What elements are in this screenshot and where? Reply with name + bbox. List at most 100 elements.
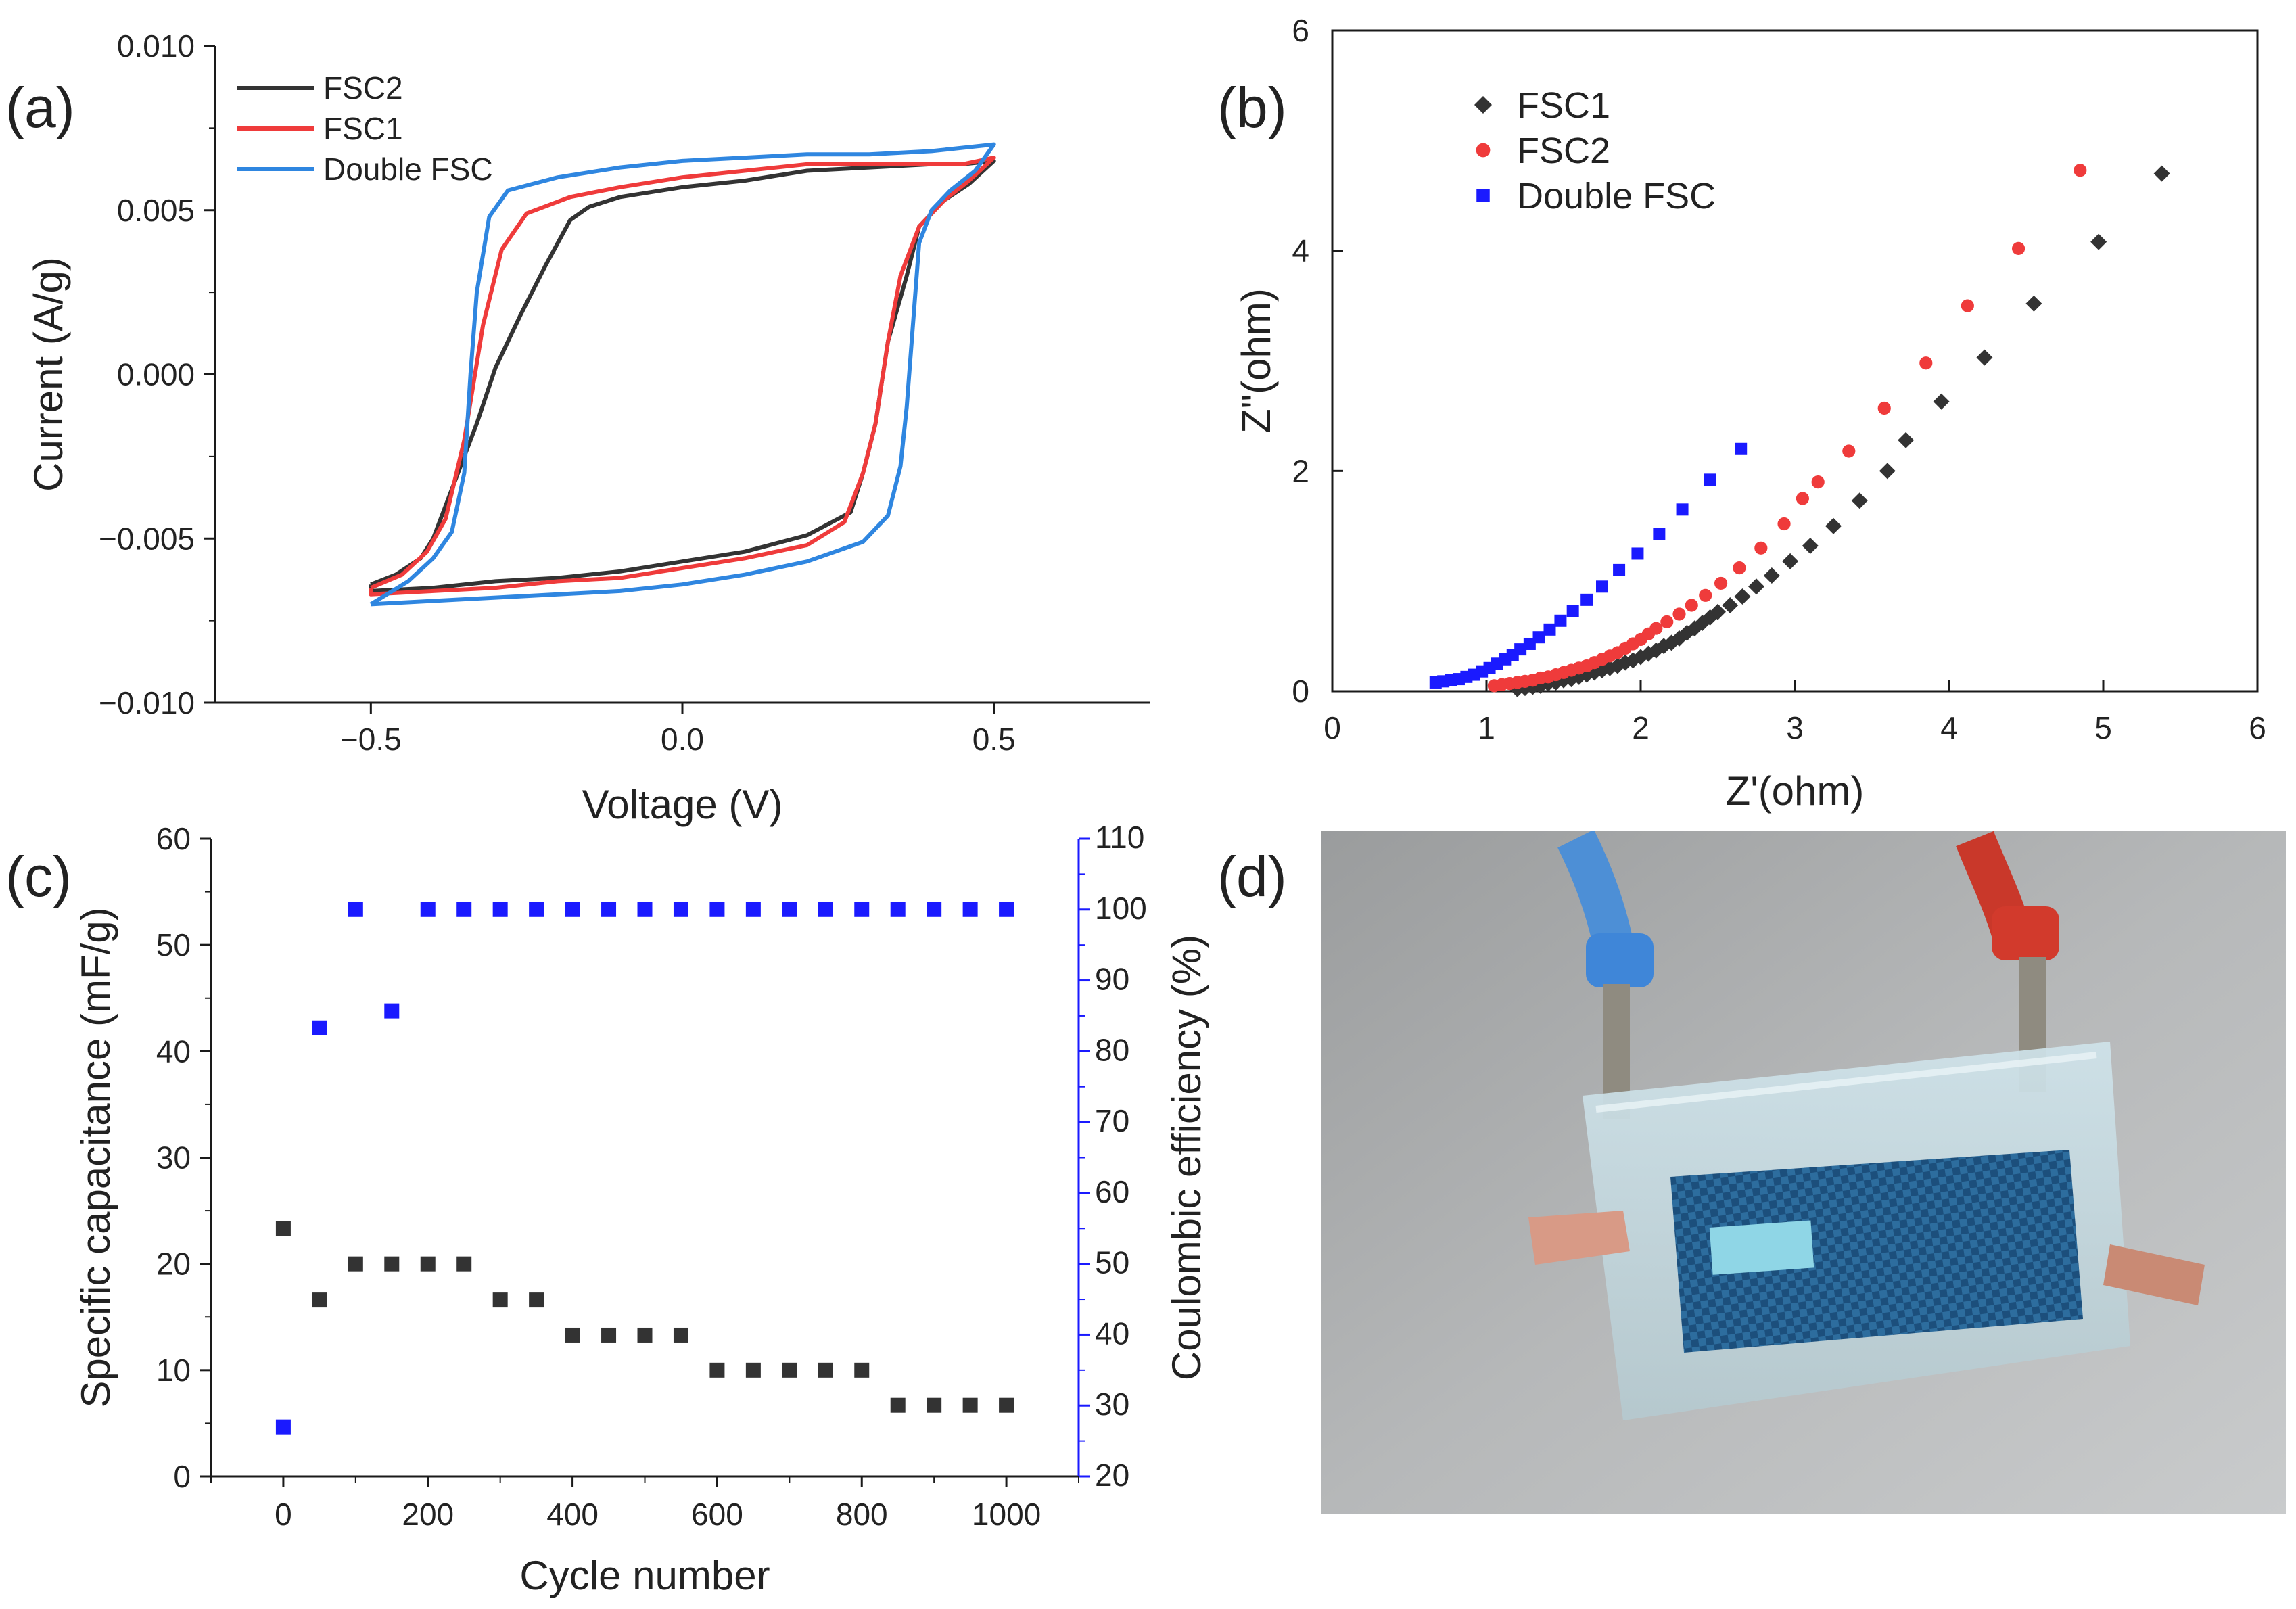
efficiency-point — [962, 902, 978, 917]
efficiency-point — [927, 902, 942, 917]
efficiency-point — [312, 1020, 327, 1035]
nyquist-point-fsc1 — [1722, 597, 1739, 613]
capacitance-point — [565, 1327, 580, 1343]
blue-probe-head — [1586, 933, 1654, 987]
cv-curve-fsc2 — [369, 158, 996, 593]
red-probe-head — [1992, 906, 2059, 960]
capacitance-point — [312, 1292, 327, 1308]
y-right-tick-label: 40 — [1095, 1315, 1129, 1351]
efficiency-point — [348, 902, 363, 917]
y-tick-label: 2 — [1292, 453, 1309, 488]
nyquist-point-double-fsc — [1653, 528, 1666, 540]
capacitance-point — [275, 1221, 291, 1236]
x-tick-label: 2 — [1632, 710, 1649, 745]
chart-cv-curves: −0.5 0.0 0.5 −0.010 −0.005 0.000 0.005 0.010 Vol… — [26, 28, 1150, 827]
plot-frame — [1331, 29, 2259, 693]
x-tick-label: 5 — [2094, 710, 2112, 745]
nyquist-point-double-fsc — [1523, 637, 1536, 650]
legend-marker — [1474, 96, 1492, 114]
nyquist-point-double-fsc — [1543, 623, 1556, 636]
y-tick-label: 0 — [1292, 674, 1309, 709]
y-axis-label: Z"(ohm) — [1234, 288, 1279, 434]
copper-tab-right — [2103, 1244, 2205, 1305]
nyquist-point-double-fsc — [1704, 473, 1716, 486]
x-tick-label: 0 — [1323, 710, 1341, 745]
efficiency-point — [601, 902, 617, 917]
nyquist-point-fsc2 — [1919, 356, 1933, 370]
nyquist-point-fsc1 — [1879, 463, 1896, 480]
capacitance-point — [384, 1256, 400, 1272]
y-tick-label: 20 — [156, 1246, 191, 1282]
capacitance-point — [962, 1397, 978, 1413]
x-tick-label: 800 — [836, 1497, 888, 1532]
x-tick-label: 600 — [691, 1497, 743, 1532]
x-tick-label: 0.0 — [661, 722, 704, 757]
nyquist-point-double-fsc — [1613, 563, 1626, 576]
capacitance-point — [529, 1292, 544, 1308]
efficiency-point — [890, 902, 906, 917]
y-tick-label: 4 — [1292, 233, 1309, 269]
nyquist-point-fsc2 — [1842, 444, 1856, 458]
legend-marker — [1476, 143, 1491, 158]
y-right-tick-label: 30 — [1095, 1386, 1129, 1422]
panel-label-b: (b) — [1217, 76, 1287, 139]
capacitance-point — [782, 1362, 797, 1378]
nyquist-point-double-fsc — [1580, 593, 1593, 606]
x-tick-label: 0.5 — [973, 722, 1016, 757]
efficiency-point — [818, 902, 833, 917]
legend-label: FSC1 — [1517, 85, 1610, 126]
capacitance-point — [745, 1362, 761, 1378]
efficiency-point — [637, 902, 653, 917]
capacitance-point — [927, 1397, 942, 1413]
nyquist-point-fsc1 — [1825, 517, 1842, 534]
efficiency-point — [854, 902, 870, 917]
nyquist-point-fsc2 — [1796, 492, 1809, 505]
cv-curve-double-fsc — [369, 142, 996, 607]
nyquist-point-fsc2 — [1961, 299, 1974, 312]
panel-label-a: (a) — [5, 76, 75, 139]
nyquist-point-fsc2 — [1811, 475, 1825, 489]
x-tick-label: −0.5 — [340, 722, 402, 757]
nyquist-point-double-fsc — [1735, 442, 1748, 455]
y-tick-label: −0.005 — [99, 521, 195, 556]
nyquist-point-fsc2 — [1660, 615, 1674, 629]
nyquist-point-fsc1 — [2025, 295, 2042, 312]
efficiency-point — [456, 902, 472, 917]
nyquist-point-double-fsc — [1532, 631, 1545, 644]
nyquist-point-fsc2 — [1714, 576, 1728, 590]
nyquist-point-fsc2 — [1672, 607, 1686, 621]
legend-label: FSC1 — [323, 111, 403, 146]
capacitance-point — [854, 1362, 870, 1378]
efficiency-point — [999, 902, 1014, 917]
efficiency-point — [709, 902, 725, 917]
nyquist-point-fsc1 — [1710, 603, 1726, 620]
y-tick-label: 30 — [156, 1140, 191, 1175]
capacitance-point — [492, 1292, 508, 1308]
y-right-tick-label: 20 — [1095, 1458, 1129, 1493]
nyquist-point-fsc2 — [1754, 541, 1768, 555]
nyquist-point-fsc2 — [1777, 517, 1791, 531]
copper-tab-left — [1528, 1211, 1630, 1265]
capacitance-point — [673, 1327, 688, 1343]
capacitance-point — [999, 1397, 1014, 1413]
y-axis-left-label: Specific capacitance (mF/g) — [73, 907, 118, 1407]
y-right-tick-label: 60 — [1095, 1174, 1129, 1209]
y-right-tick-label: 90 — [1095, 962, 1129, 997]
chart-cycling: 0 200 400 600 800 1000 0 10 20 30 40 50 60 20 30 40 50 60… — [73, 820, 1209, 1598]
y-tick-label: 40 — [156, 1033, 191, 1069]
nyquist-point-fsc1 — [1763, 567, 1780, 584]
x-axis-label: Cycle number — [519, 1553, 770, 1598]
chart-nyquist: 0 1 2 3 4 5 6 0 2 4 6 Z'(ohm) Z"(ohm) FSC1 FSC2 Double … — [1234, 13, 2266, 814]
y-right-tick-label: 100 — [1095, 891, 1147, 926]
efficiency-point — [529, 902, 544, 917]
y-right-tick-label: 80 — [1095, 1032, 1129, 1067]
y-tick-label: 60 — [156, 821, 191, 856]
nyquist-point-fsc2 — [2012, 241, 2025, 256]
nyquist-point-fsc1 — [1976, 349, 1993, 366]
x-axis-label: Voltage (V) — [582, 782, 783, 827]
nyquist-point-fsc1 — [1898, 432, 1915, 448]
efficiency-point — [565, 902, 580, 917]
capacitance-point — [637, 1327, 653, 1343]
capacitance-point — [709, 1362, 725, 1378]
nyquist-point-fsc1 — [2153, 165, 2170, 182]
